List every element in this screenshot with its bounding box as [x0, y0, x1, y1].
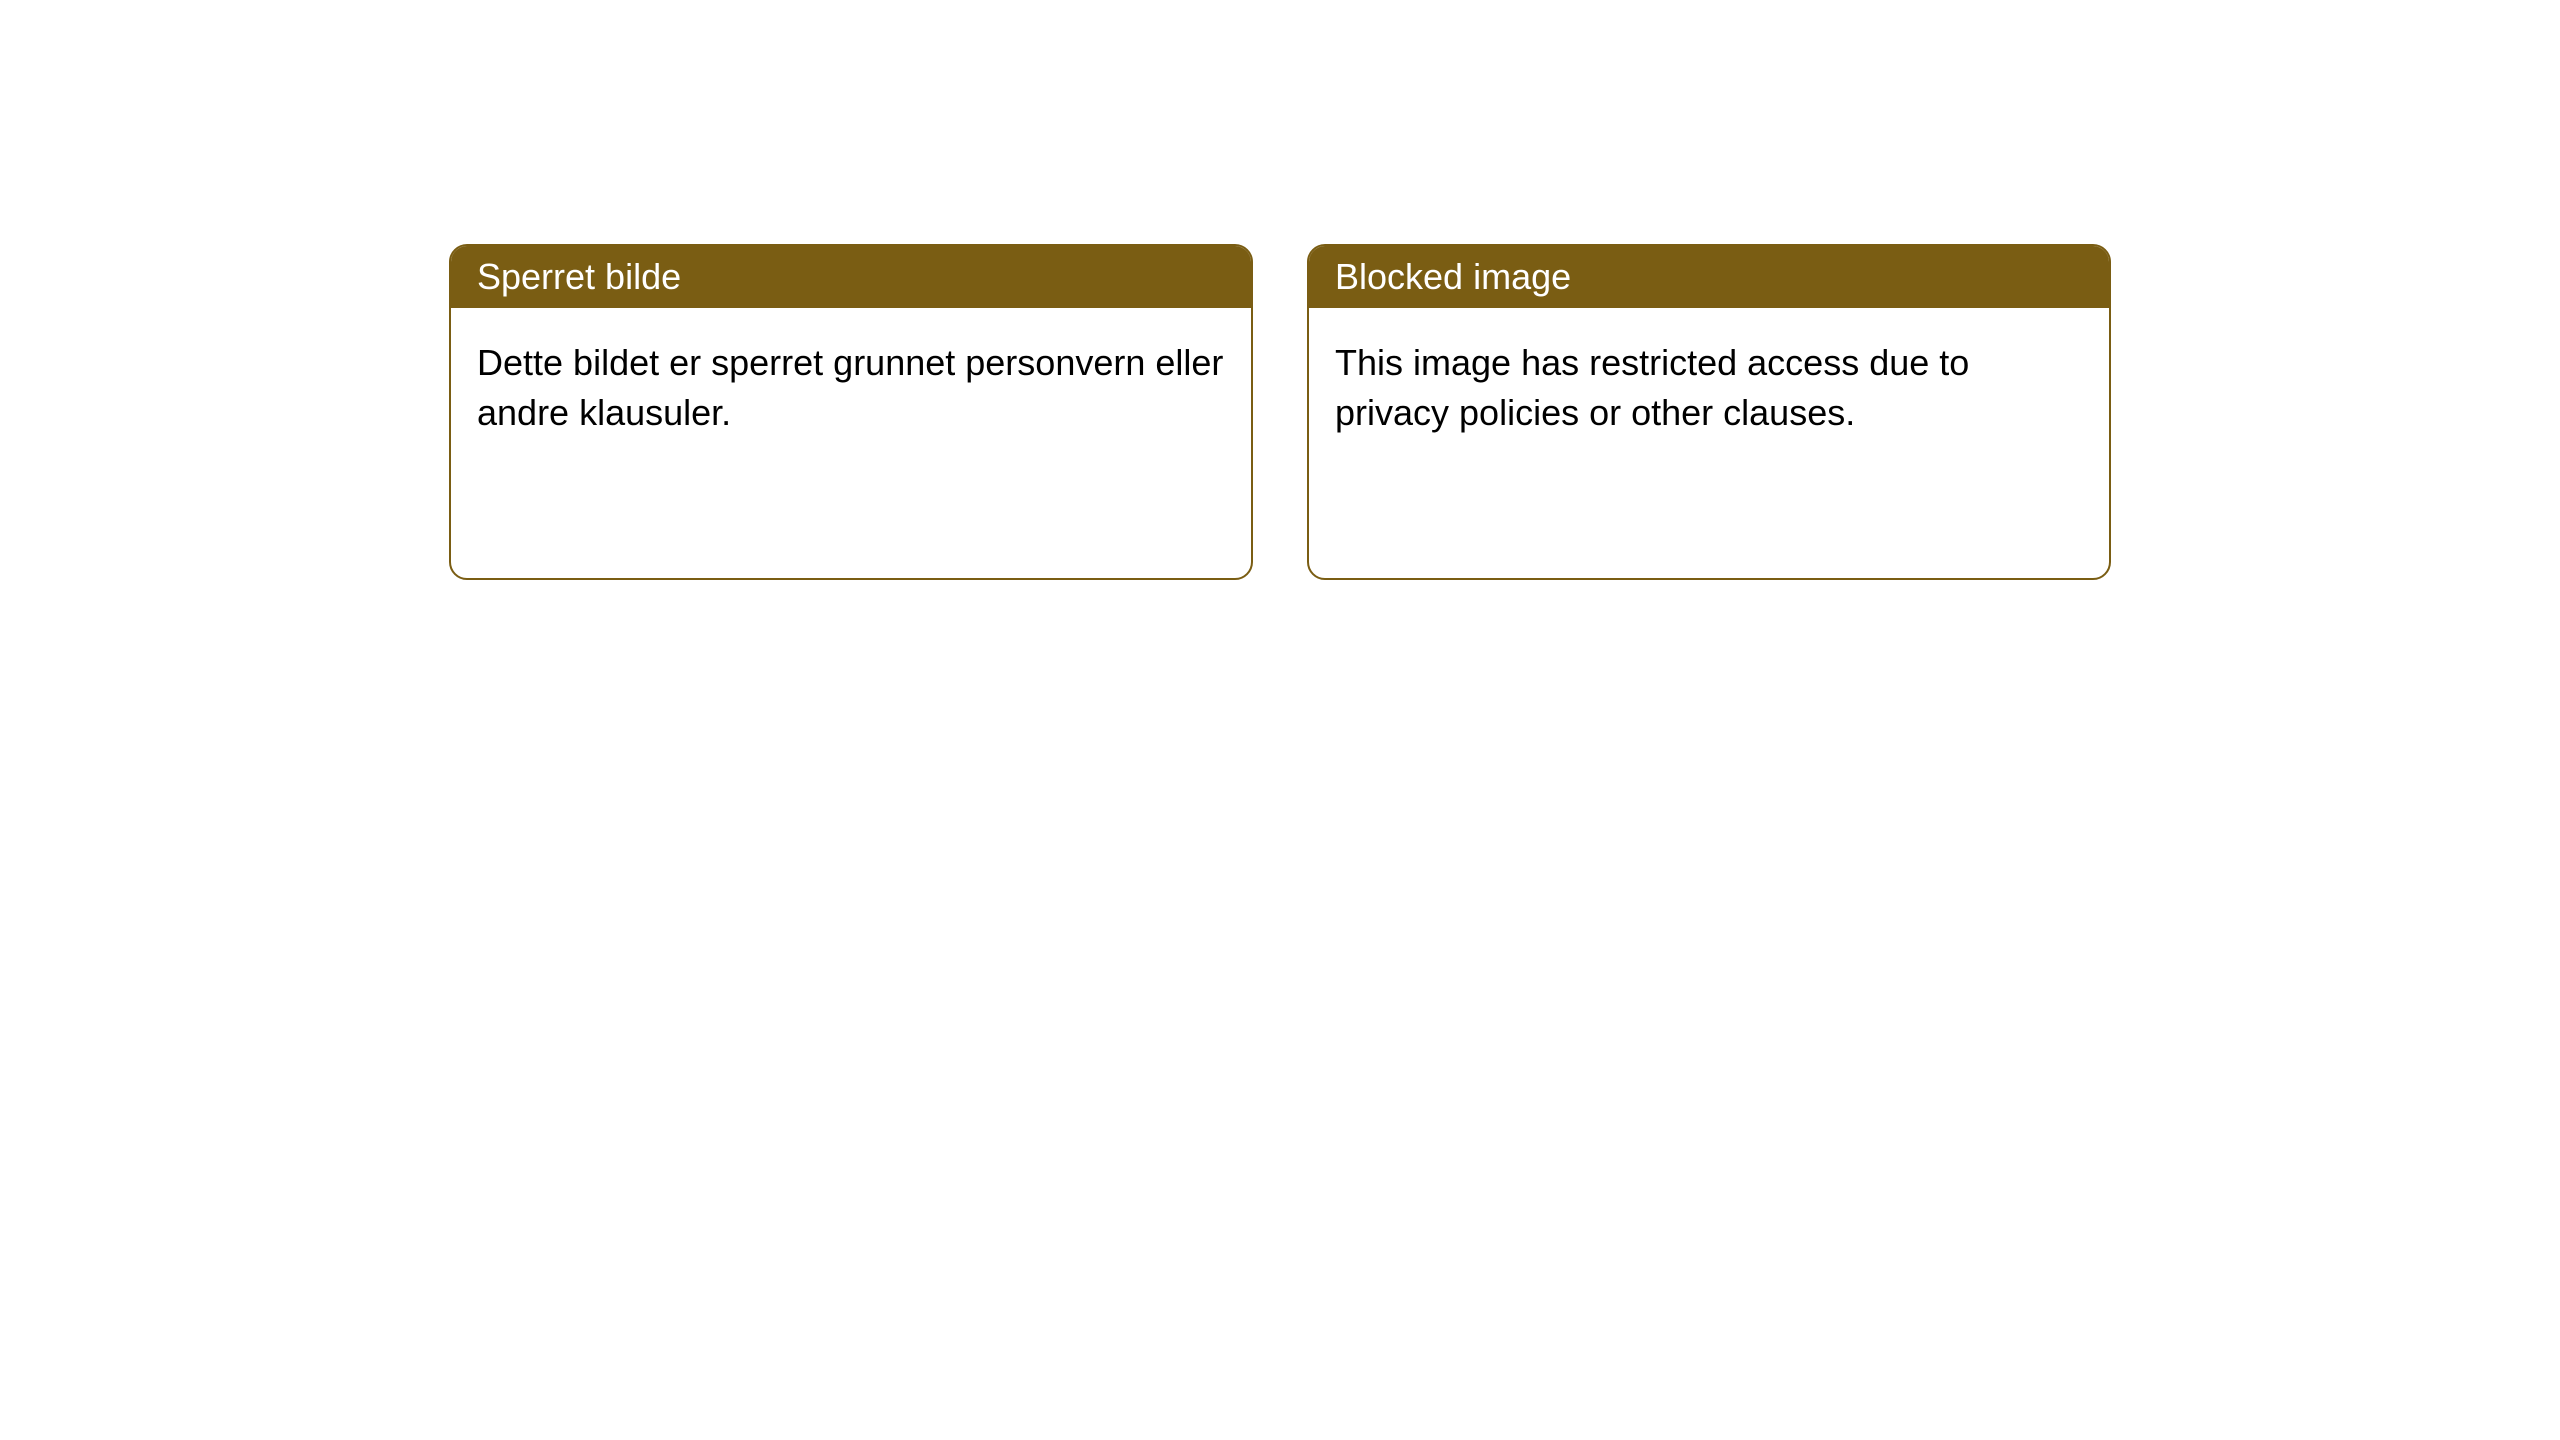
notice-container: Sperret bilde Dette bildet er sperret gr… [449, 244, 2111, 580]
notice-header: Sperret bilde [451, 246, 1251, 308]
notice-card-norwegian: Sperret bilde Dette bildet er sperret gr… [449, 244, 1253, 580]
notice-body: This image has restricted access due to … [1309, 308, 2109, 469]
notice-header: Blocked image [1309, 246, 2109, 308]
notice-card-english: Blocked image This image has restricted … [1307, 244, 2111, 580]
notice-body: Dette bildet er sperret grunnet personve… [451, 308, 1251, 469]
